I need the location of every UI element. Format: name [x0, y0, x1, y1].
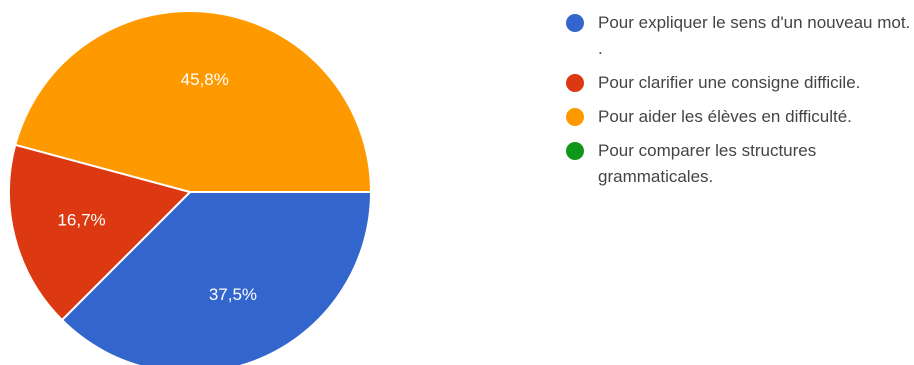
- pie-slice[interactable]: [60, 191, 373, 365]
- slice-value-label: 16,7%: [57, 210, 105, 229]
- legend-swatch-blue: [566, 14, 584, 32]
- legend-item-aider[interactable]: Pour aider les élèves en difficulté.: [566, 104, 911, 130]
- legend-label: Pour expliquer le sens d'un nouveau mot.…: [598, 13, 911, 58]
- pie-slice[interactable]: [14, 10, 373, 193]
- legend-item-expliquer[interactable]: Pour expliquer le sens d'un nouveau mot.…: [566, 10, 911, 62]
- slice-value-label: 45,8%: [181, 70, 229, 89]
- pie-slice[interactable]: [8, 143, 192, 322]
- legend-label: Pour aider les élèves en difficulté.: [598, 107, 852, 126]
- slice-value-label: 37,5%: [209, 285, 257, 304]
- legend-item-comparer[interactable]: Pour comparer les structures grammatical…: [566, 138, 911, 190]
- pie-chart: 37,5% 16,7% 45,8%: [8, 10, 373, 365]
- legend-swatch-orange: [566, 108, 584, 126]
- legend: Pour expliquer le sens d'un nouveau mot.…: [566, 10, 911, 198]
- legend-swatch-green: [566, 142, 584, 160]
- legend-label: Pour clarifier une consigne difficile.: [598, 73, 861, 92]
- legend-item-clarifier[interactable]: Pour clarifier une consigne difficile.: [566, 70, 911, 96]
- legend-label: Pour comparer les structures grammatical…: [598, 141, 817, 186]
- legend-swatch-red: [566, 74, 584, 92]
